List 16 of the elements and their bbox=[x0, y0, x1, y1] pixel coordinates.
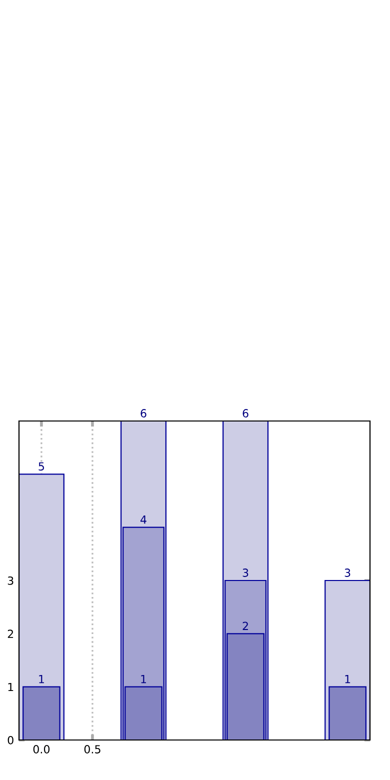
data-label: 4 bbox=[140, 516, 146, 524]
data-label: 2 bbox=[242, 622, 248, 630]
data-label: 6 bbox=[140, 409, 146, 418]
data-label: 3 bbox=[242, 568, 248, 577]
y-tick-label: 2 bbox=[8, 630, 14, 638]
data-label: 1 bbox=[141, 675, 146, 684]
y-tick-label: 0 bbox=[8, 736, 14, 744]
y-tick-label: 1 bbox=[8, 682, 14, 692]
x-tick-label: 0.5 bbox=[84, 745, 100, 754]
data-label: 3 bbox=[344, 568, 350, 577]
x-tick-label: 0.0 bbox=[33, 745, 50, 754]
y-tick-label: 3 bbox=[8, 576, 14, 585]
data-label: 6 bbox=[242, 409, 248, 418]
data-label: 1 bbox=[39, 675, 44, 684]
data-label: 1 bbox=[345, 675, 350, 684]
data-label: 5 bbox=[38, 462, 44, 471]
